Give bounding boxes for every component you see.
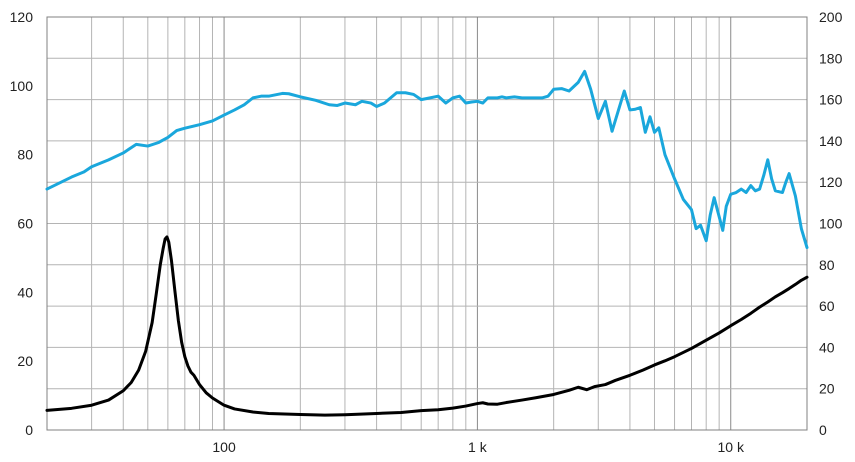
left-axis-tick-label: 80 [17,147,33,163]
x-axis-tick-labels: 100 1 k 10 k [212,439,745,455]
grid [46,16,808,431]
right-axis-tick-label: 200 [819,9,843,25]
left-axis-tick-labels: 0 20 40 60 80 100 120 [10,9,34,438]
right-axis-tick-label: 180 [819,50,843,66]
impedance-line [45,235,809,417]
right-axis-tick-label: 20 [819,381,835,397]
series-layer [45,69,809,417]
plot-frame [46,16,808,431]
right-axis-tick-label: 80 [819,257,835,273]
left-axis-tick-label: 40 [17,284,33,300]
right-axis-tick-labels: 0 20 40 60 80 100 120 140 160 180 200 [819,9,843,438]
left-axis-tick-label: 0 [25,422,33,438]
x-axis-tick-label: 100 [212,439,236,455]
right-axis-tick-label: 120 [819,174,843,190]
spl-response-line [45,69,809,250]
right-axis-tick-label: 160 [819,92,843,108]
left-axis-tick-label: 20 [17,353,33,369]
right-axis-tick-label: 60 [819,298,835,314]
left-axis-tick-label: 60 [17,216,33,232]
left-axis-tick-label: 120 [10,9,34,25]
right-axis-tick-label: 0 [819,422,827,438]
right-axis-tick-label: 40 [819,339,835,355]
left-axis-tick-label: 100 [10,78,34,94]
x-axis-tick-label: 1 k [468,439,488,455]
right-axis-tick-label: 100 [819,216,843,232]
right-axis-tick-label: 140 [819,133,843,149]
x-axis-tick-label: 10 k [718,439,745,455]
